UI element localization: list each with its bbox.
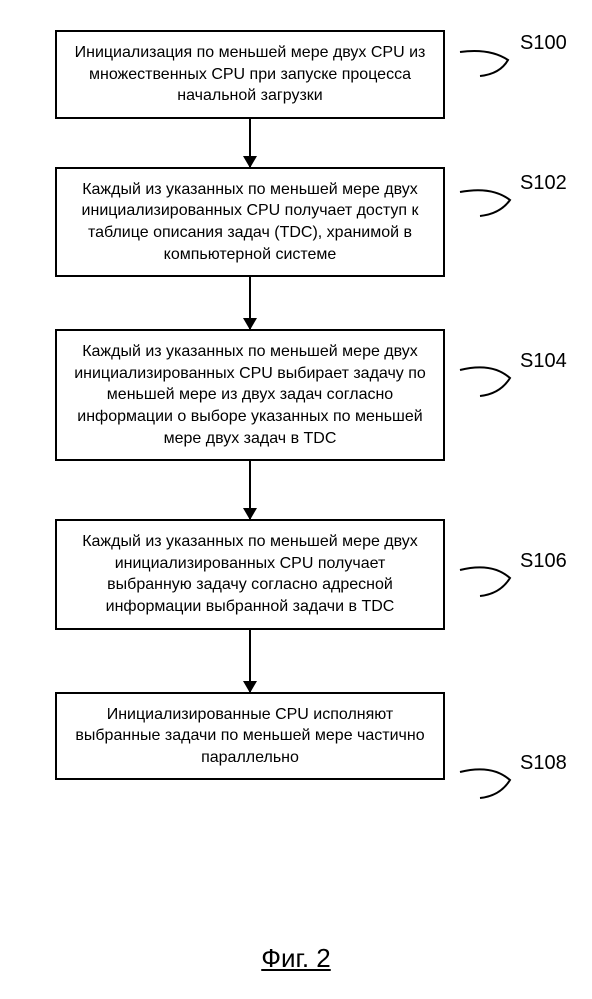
arrow-0 [249,119,251,167]
figure-caption: Фиг. 2 [0,943,592,974]
flow-box-n2: Каждый из указанных по меньшей мере двух… [55,329,445,461]
arrow-3 [249,630,251,692]
step-label-n3: S106 [520,550,567,573]
flow-box-n3: Каждый из указанных по меньшей мере двух… [55,519,445,629]
step-label-n2: S104 [520,350,567,373]
flow-box-n4: Инициализированные CPU исполняют выбранн… [55,692,445,781]
callout-curve-3 [460,567,510,596]
flow-box-n1: Каждый из указанных по меньшей мере двух… [55,167,445,277]
step-label-n1: S102 [520,172,567,195]
callout-curve-1 [460,190,510,216]
arrow-2 [249,461,251,519]
flow-box-n0: Инициализация по меньшей мере двух CPU и… [55,30,445,119]
callout-curve-4 [460,769,510,798]
arrow-1 [249,277,251,329]
diagram-container: Инициализация по меньшей мере двух CPU и… [0,0,592,999]
callout-curve-2 [460,367,510,396]
callout-curve-0 [460,51,508,76]
step-label-n0: S100 [520,32,567,55]
flowchart: Инициализация по меньшей мере двух CPU и… [40,30,460,780]
step-label-n4: S108 [520,752,567,775]
